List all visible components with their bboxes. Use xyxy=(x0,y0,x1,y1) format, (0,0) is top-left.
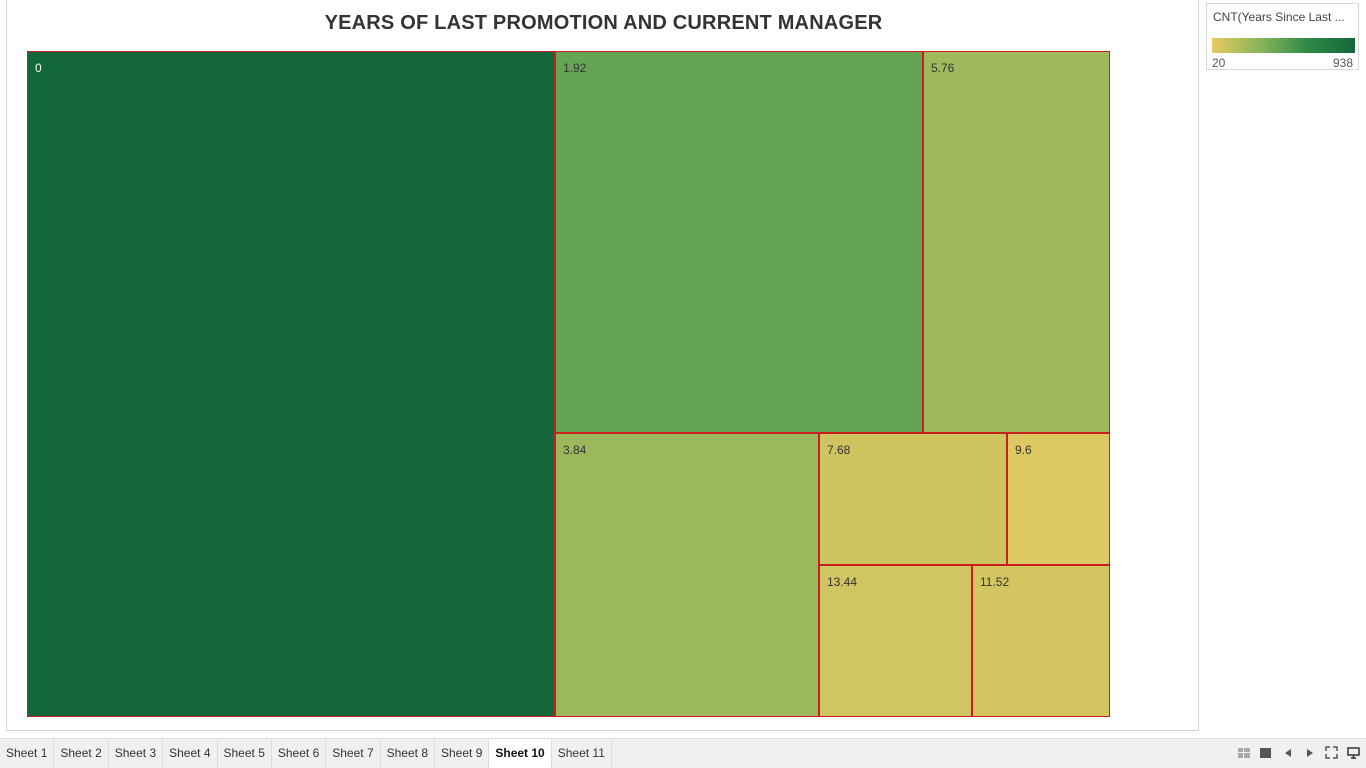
legend-min-label: 20 xyxy=(1212,56,1226,70)
treemap-cell-label: 9.6 xyxy=(1015,443,1032,457)
next-sheet-icon[interactable] xyxy=(1303,746,1316,759)
treemap-cell-label: 11.52 xyxy=(980,575,1010,589)
treemap-cell-label: 1.92 xyxy=(563,61,587,75)
grid-view-icon[interactable] xyxy=(1237,746,1250,759)
treemap-cell[interactable]: 13.44 xyxy=(819,565,972,717)
treemap-cell[interactable]: 5.76 xyxy=(923,51,1110,433)
prev-sheet-icon[interactable] xyxy=(1281,746,1294,759)
treemap-cell-label: 7.68 xyxy=(827,443,851,457)
treemap: 0 1.92 5.76 3.84 7.68 9.6 13.44 11.52 xyxy=(27,51,1110,717)
sheet-tab[interactable]: Sheet 8 xyxy=(381,739,435,768)
sheet-tab[interactable]: Sheet 10 xyxy=(489,739,552,768)
sheet-tab[interactable]: Sheet 9 xyxy=(435,739,490,768)
treemap-cell[interactable]: 1.92 xyxy=(555,51,923,433)
sheet-tab[interactable]: Sheet 2 xyxy=(54,739,109,768)
sheet-tab-bar: Sheet 1 Sheet 2 Sheet 3 Sheet 4 Sheet 5 Sheet… xyxy=(0,738,1366,768)
sheet-tabs: Sheet 1 Sheet 2 Sheet 3 Sheet 4 Sheet 5 Sheet… xyxy=(0,739,612,768)
worksheet-area: YEARS OF LAST PROMOTION AND CURRENT MANA… xyxy=(6,0,1199,731)
sheet-tab[interactable]: Sheet 4 xyxy=(163,739,218,768)
fullscreen-icon[interactable] xyxy=(1325,746,1338,759)
legend-gradient-bar xyxy=(1212,38,1355,53)
legend-max-label: 938 xyxy=(1332,56,1353,70)
sheet-tab[interactable]: Sheet 6 xyxy=(272,739,327,768)
single-view-icon[interactable] xyxy=(1259,746,1272,759)
sheet-tab[interactable]: Sheet 3 xyxy=(109,739,164,768)
sheet-tab[interactable]: Sheet 5 xyxy=(218,739,272,768)
sheet-tab[interactable]: Sheet 11 xyxy=(552,739,612,768)
presentation-icon[interactable] xyxy=(1347,746,1360,759)
chart-title: YEARS OF LAST PROMOTION AND CURRENT MANA… xyxy=(324,12,883,34)
legend-title: CNT(Years Since Last ... xyxy=(1213,10,1345,24)
treemap-cell[interactable]: 9.6 xyxy=(1007,433,1110,565)
treemap-cell[interactable]: 11.52 xyxy=(972,565,1110,717)
view-controls xyxy=(1237,746,1360,759)
treemap-cell[interactable]: 0 xyxy=(27,51,555,717)
treemap-cell[interactable]: 7.68 xyxy=(819,433,1007,565)
sheet-tab[interactable]: Sheet 1 xyxy=(0,739,55,768)
color-legend[interactable]: CNT(Years Since Last ... 20 938 xyxy=(1206,3,1359,70)
sheet-tab[interactable]: Sheet 7 xyxy=(326,739,381,768)
treemap-cell-label: 5.76 xyxy=(931,61,955,75)
treemap-cell-label: 13.44 xyxy=(827,575,858,589)
treemap-cell[interactable]: 3.84 xyxy=(555,433,819,717)
treemap-cell-label: 3.84 xyxy=(563,443,587,457)
treemap-cell-label: 0 xyxy=(35,61,42,75)
